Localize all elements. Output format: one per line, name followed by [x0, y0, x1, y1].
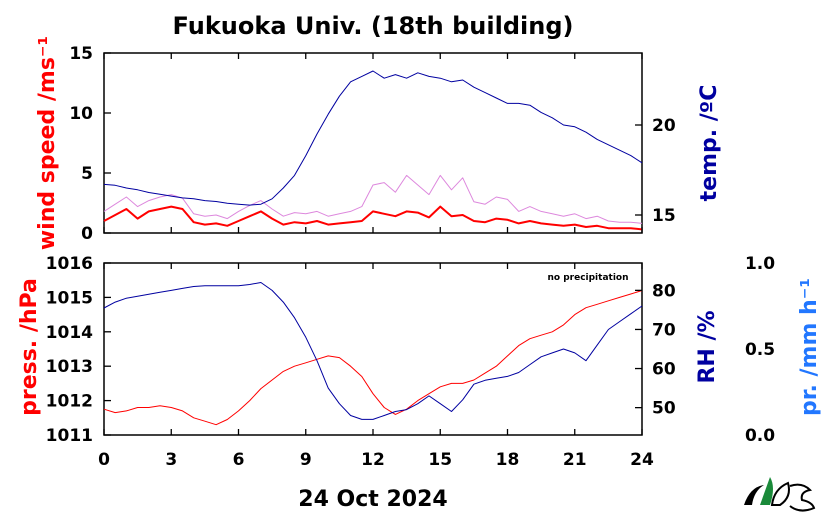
pressure-tick-label: 1015: [46, 288, 93, 308]
date-label: 24 Oct 2024: [298, 487, 447, 512]
x-tick-label: 9: [300, 450, 312, 470]
top-panel-plot: [103, 70, 643, 231]
wind-speed-tick-label: 15: [69, 44, 93, 64]
pressure-tick-label: 1016: [46, 254, 93, 274]
rh-tick-label: 70: [652, 320, 676, 340]
x-tick-label: 15: [428, 450, 452, 470]
x-tick-label: 3: [165, 450, 177, 470]
wind-speed-axis-label: wind speed /ms⁻¹: [35, 36, 60, 250]
pressure-axis-label: press. /hPa: [17, 278, 42, 416]
x-tick-label: 24: [630, 450, 654, 470]
lab-logo: [744, 477, 816, 512]
precip-tick-label: 0.0: [745, 426, 775, 446]
temperature-axis-label: temp. /ºC: [697, 85, 722, 202]
pressure-tick-label: 1013: [46, 357, 93, 377]
temperature-tick-label: 15: [652, 206, 676, 226]
x-tick-label: 18: [496, 450, 520, 470]
wind-speed-line: [103, 205, 643, 231]
rh-axis-label: RH /%: [695, 310, 720, 383]
pressure-tick-label: 1011: [46, 426, 93, 446]
rh-tick-label: 60: [652, 360, 676, 380]
top-panel-frame: [103, 52, 643, 234]
x-tick-label: 6: [233, 450, 245, 470]
wind-gust-line: [103, 174, 643, 224]
axes: 0 3 6 9 12 15 18 21 2405101515201011101210131014…: [46, 44, 776, 470]
rh-line: [103, 282, 643, 420]
rh-tick-label: 50: [652, 399, 676, 419]
rh-tick-label: 80: [652, 281, 676, 301]
precip-tick-label: 1.0: [745, 254, 775, 274]
pressure-line: [103, 290, 643, 426]
temperature-line: [103, 70, 643, 206]
precip-note: no precipitation: [547, 273, 628, 283]
pressure-tick-label: 1012: [46, 392, 93, 412]
wind-speed-tick-label: 5: [81, 164, 93, 184]
chart-title: Fukuoka Univ. (18th building): [173, 12, 574, 40]
precip-axis-label: pr. /mm h⁻¹: [797, 278, 822, 416]
wind-speed-tick-label: 0: [81, 224, 93, 244]
x-tick-label: 21: [563, 450, 587, 470]
temperature-tick-label: 20: [652, 116, 676, 136]
x-tick-label: 0: [98, 450, 110, 470]
wind-speed-tick-label: 10: [69, 104, 93, 124]
precip-tick-label: 0.5: [745, 340, 775, 360]
bottom-panel-frame: [103, 262, 643, 436]
x-tick-label: 12: [361, 450, 385, 470]
bottom-panel-plot: [103, 282, 643, 426]
pressure-tick-label: 1014: [46, 323, 93, 343]
